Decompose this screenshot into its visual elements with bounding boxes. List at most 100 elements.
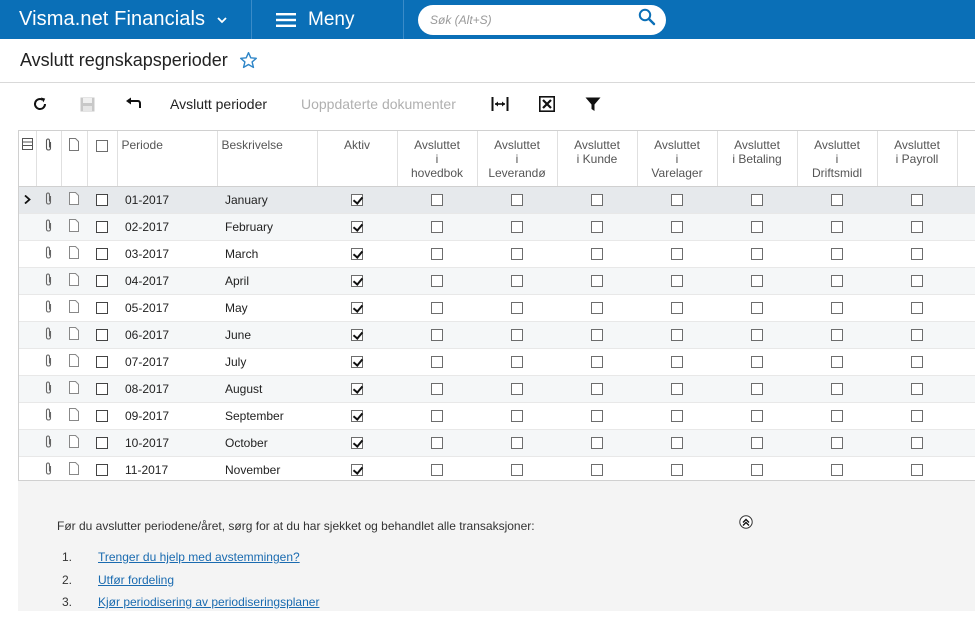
closed-in-cell[interactable]	[637, 375, 717, 403]
row-select-checkbox[interactable]	[96, 275, 108, 288]
row-attachment-button[interactable]	[36, 186, 61, 214]
closed-ca-checkbox[interactable]	[751, 329, 763, 342]
closed-ar-cell[interactable]	[557, 267, 637, 295]
closed-fa-cell[interactable]	[797, 240, 877, 268]
closed-ca-cell[interactable]	[717, 213, 797, 241]
closed-ap-cell[interactable]	[477, 240, 557, 268]
closed-in-checkbox[interactable]	[671, 437, 683, 450]
closed-gl-cell[interactable]	[397, 456, 477, 480]
closed-gl-cell[interactable]	[397, 240, 477, 268]
closed-ar-cell[interactable]	[557, 213, 637, 241]
closed-ap-checkbox[interactable]	[511, 464, 523, 477]
closed-ca-cell[interactable]	[717, 429, 797, 457]
closed-in-cell[interactable]	[637, 267, 717, 295]
closed-in-cell[interactable]	[637, 240, 717, 268]
closed-fa-cell[interactable]	[797, 321, 877, 349]
closed-in-checkbox[interactable]	[671, 275, 683, 288]
row-note-button[interactable]	[61, 402, 87, 430]
row-select-cell[interactable]	[87, 321, 117, 349]
row-note-button[interactable]	[61, 456, 87, 480]
closed-ca-checkbox[interactable]	[751, 437, 763, 450]
active-checkbox[interactable]	[351, 464, 363, 477]
closed-gl-cell[interactable]	[397, 186, 477, 214]
table-row[interactable]: 11-2017 November	[19, 456, 975, 480]
closed-gl-checkbox[interactable]	[431, 248, 443, 261]
closed-in-checkbox[interactable]	[671, 383, 683, 396]
description-cell[interactable]: May	[217, 294, 317, 322]
period-cell[interactable]: 01-2017	[117, 186, 217, 214]
closed-ar-cell[interactable]	[557, 186, 637, 214]
period-cell[interactable]: 11-2017	[117, 456, 217, 480]
row-select-cell[interactable]	[87, 402, 117, 430]
active-checkbox[interactable]	[351, 383, 363, 396]
checkbox[interactable]	[96, 139, 108, 152]
row-select-cell[interactable]	[87, 213, 117, 241]
closed-gl-checkbox[interactable]	[431, 275, 443, 288]
row-attachment-button[interactable]	[36, 294, 61, 322]
closed-ap-cell[interactable]	[477, 294, 557, 322]
closed-in-checkbox[interactable]	[671, 329, 683, 342]
closed-pr-cell[interactable]	[877, 375, 957, 403]
closed-ca-checkbox[interactable]	[751, 356, 763, 369]
export-excel-button[interactable]	[537, 92, 557, 116]
row-attachment-button[interactable]	[36, 348, 61, 376]
closed-pr-cell[interactable]	[877, 402, 957, 430]
app-switcher[interactable]: Visma.net Financials	[0, 0, 252, 39]
closed-ap-cell[interactable]	[477, 456, 557, 480]
closed-pr-cell[interactable]	[877, 240, 957, 268]
active-cell[interactable]	[317, 348, 397, 376]
closed-fa-checkbox[interactable]	[831, 248, 843, 261]
closed-ca-cell[interactable]	[717, 186, 797, 214]
row-note-button[interactable]	[61, 186, 87, 214]
closed-in-cell[interactable]	[637, 186, 717, 214]
table-row[interactable]: 03-2017 March	[19, 240, 975, 268]
update-documents-button[interactable]: Uoppdaterte dokumenter	[301, 96, 456, 112]
closed-ca-cell[interactable]	[717, 321, 797, 349]
description-cell[interactable]: April	[217, 267, 317, 295]
closed-fa-checkbox[interactable]	[831, 383, 843, 396]
row-select-checkbox[interactable]	[96, 464, 108, 477]
closed-pr-checkbox[interactable]	[911, 248, 923, 261]
closed-ap-checkbox[interactable]	[511, 275, 523, 288]
closed-fa-checkbox[interactable]	[831, 194, 843, 207]
closed-pr-checkbox[interactable]	[911, 302, 923, 315]
closed-ar-checkbox[interactable]	[591, 410, 603, 423]
allocation-link[interactable]: Utfør fordeling	[98, 572, 175, 587]
undo-button[interactable]	[123, 92, 143, 116]
closed-in-cell[interactable]	[637, 348, 717, 376]
closed-pr-cell[interactable]	[877, 429, 957, 457]
closed-ca-cell[interactable]	[717, 375, 797, 403]
column-header-closed-ca[interactable]: Avsluttet i Betaling	[717, 131, 798, 187]
closed-fa-checkbox[interactable]	[831, 275, 843, 288]
closed-gl-cell[interactable]	[397, 213, 477, 241]
closed-ar-cell[interactable]	[557, 240, 637, 268]
column-header-closed-in[interactable]: Avsluttet i Varelager	[637, 131, 718, 187]
row-select-cell[interactable]	[87, 375, 117, 403]
row-note-button[interactable]	[61, 267, 87, 295]
closed-pr-cell[interactable]	[877, 213, 957, 241]
closed-fa-checkbox[interactable]	[831, 464, 843, 477]
closed-fa-cell[interactable]	[797, 294, 877, 322]
closed-gl-checkbox[interactable]	[431, 383, 443, 396]
closed-in-cell[interactable]	[637, 429, 717, 457]
closed-in-cell[interactable]	[637, 213, 717, 241]
closed-ar-cell[interactable]	[557, 375, 637, 403]
closed-ap-cell[interactable]	[477, 348, 557, 376]
row-note-button[interactable]	[61, 321, 87, 349]
active-checkbox[interactable]	[351, 356, 363, 369]
closed-ap-checkbox[interactable]	[511, 410, 523, 423]
column-header-closed-ar[interactable]: Avsluttet i Kunde	[557, 131, 638, 187]
closed-in-checkbox[interactable]	[671, 194, 683, 207]
closed-ap-cell[interactable]	[477, 402, 557, 430]
closed-in-checkbox[interactable]	[671, 356, 683, 369]
closed-ap-checkbox[interactable]	[511, 194, 523, 207]
row-note-button[interactable]	[61, 348, 87, 376]
closed-ar-cell[interactable]	[557, 429, 637, 457]
closed-ar-checkbox[interactable]	[591, 329, 603, 342]
favorite-star-icon[interactable]	[239, 51, 258, 70]
closed-gl-checkbox[interactable]	[431, 464, 443, 477]
closed-ar-cell[interactable]	[557, 456, 637, 480]
description-cell[interactable]: June	[217, 321, 317, 349]
closed-fa-checkbox[interactable]	[831, 302, 843, 315]
description-cell[interactable]: August	[217, 375, 317, 403]
